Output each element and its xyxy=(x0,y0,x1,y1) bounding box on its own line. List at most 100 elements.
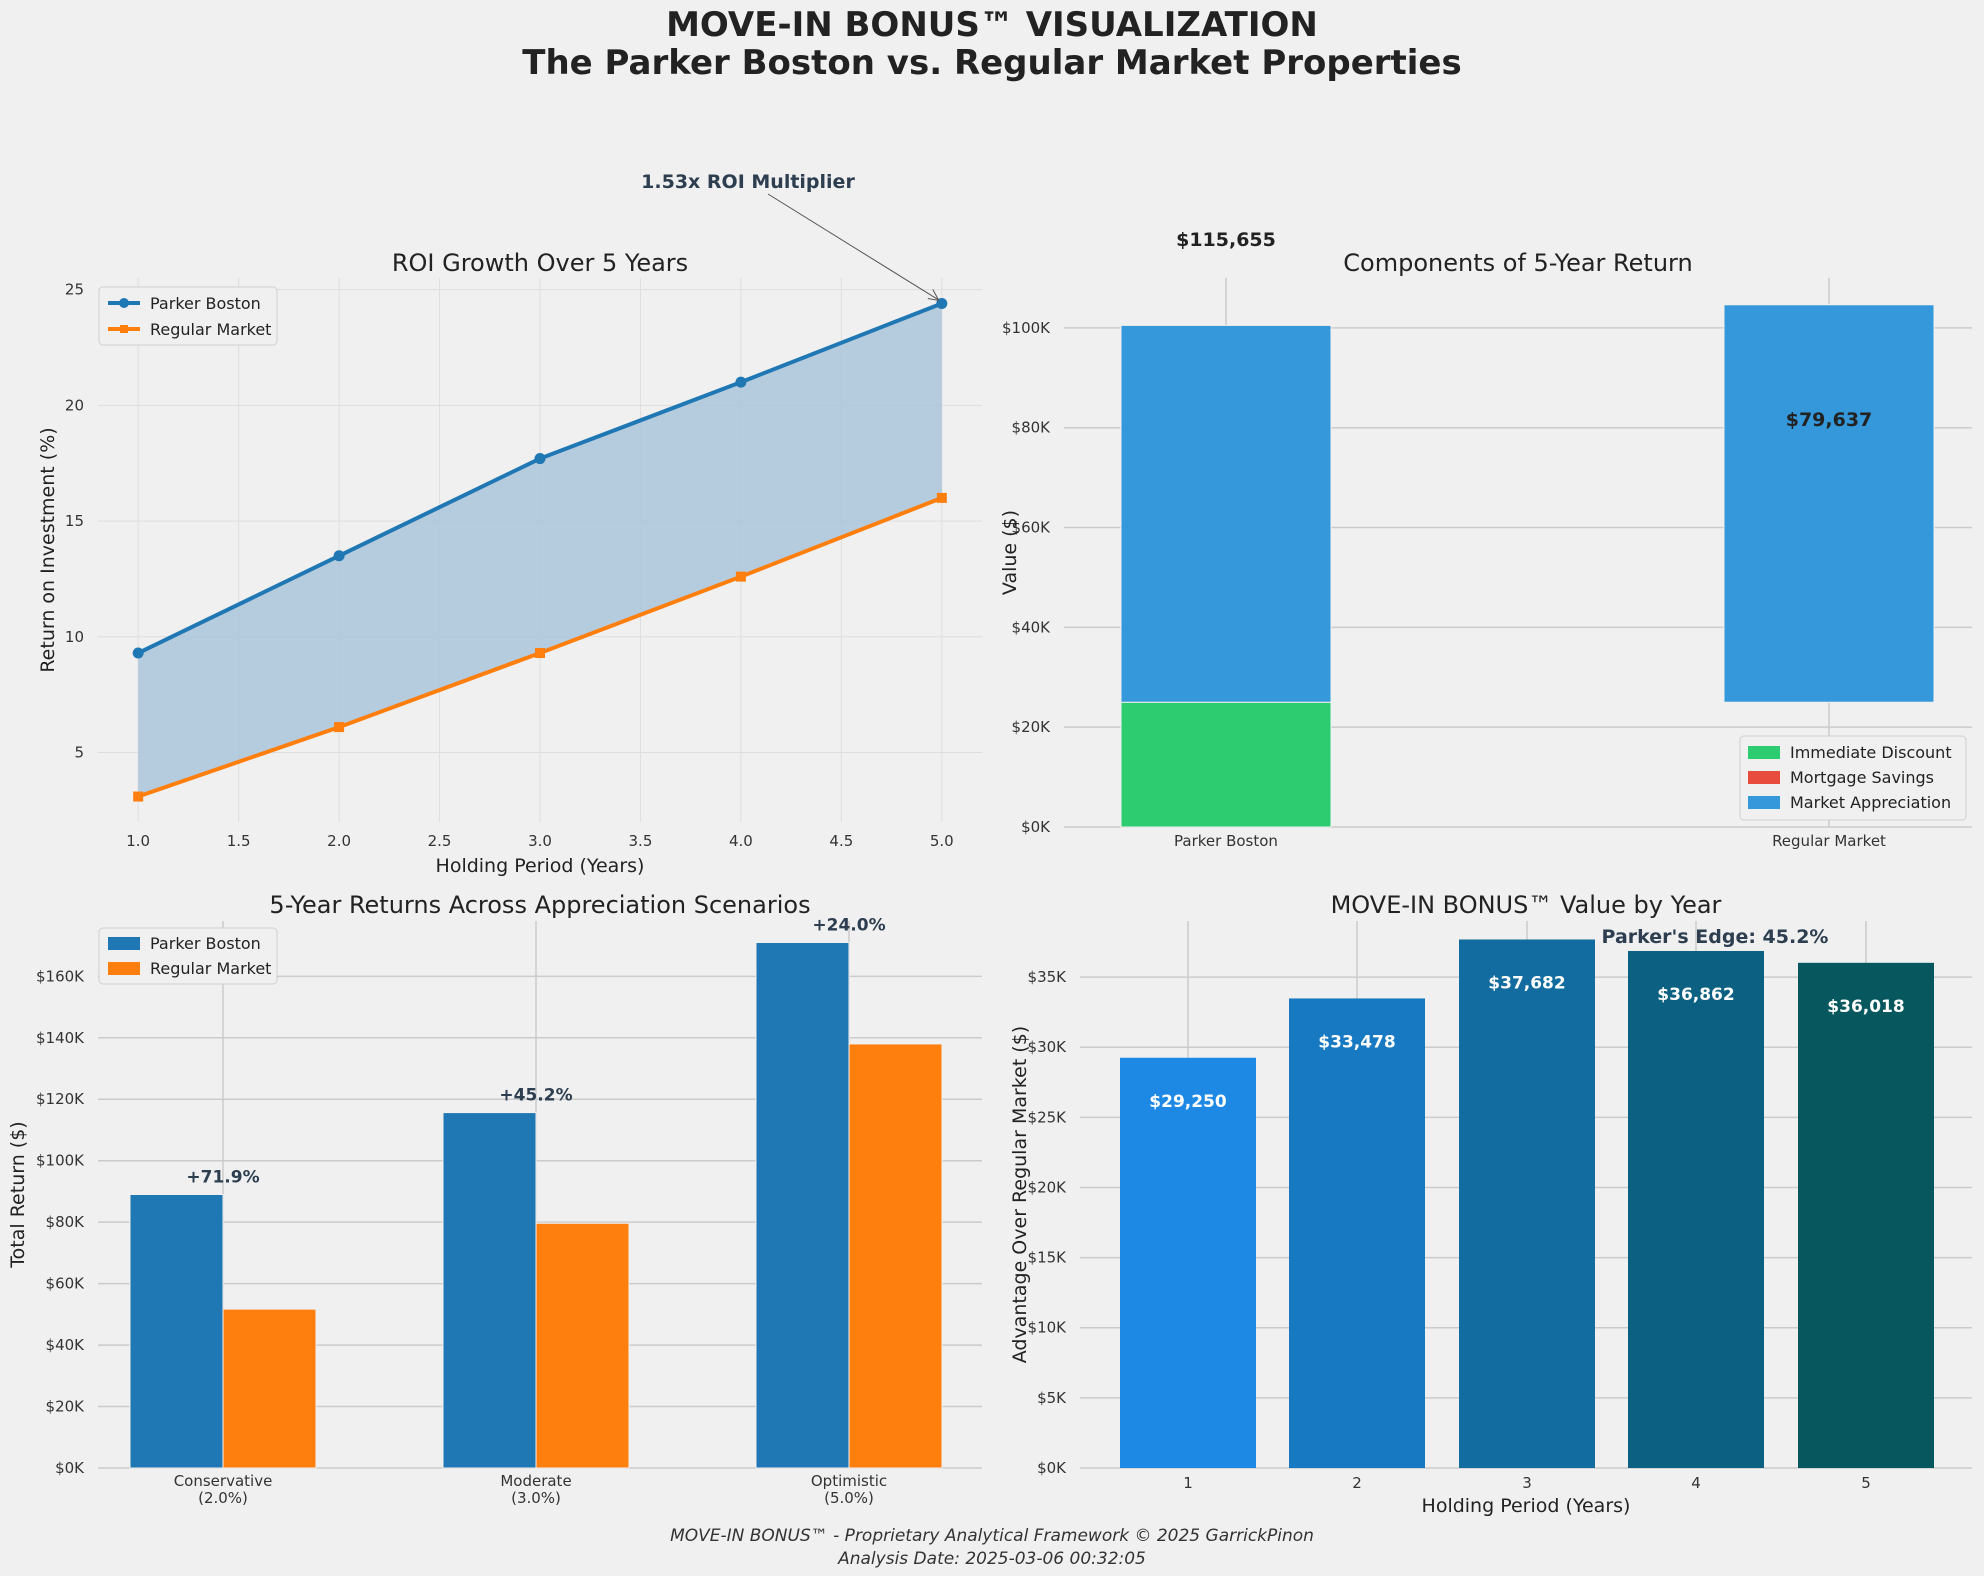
y-tick-label: $120K xyxy=(36,1090,85,1108)
y-tick-label: $80K xyxy=(46,1213,86,1231)
appreciation-scenarios-chart: $0K $20K $40K $60K $80K $100K $120K $140K $160K +… xyxy=(7,891,982,1507)
chart-title: 5-Year Returns Across Appreciation Scena… xyxy=(269,891,810,919)
legend-box xyxy=(98,286,278,346)
immediate-discount-segment xyxy=(1120,701,1332,828)
x-tick-label: 1.0 xyxy=(126,832,150,850)
y-axis-label: Value ($) xyxy=(999,510,1021,595)
parker-roi-point xyxy=(333,550,345,562)
chart-title: Components of 5-Year Return xyxy=(1343,249,1692,277)
y-tick-label: 15 xyxy=(65,512,84,530)
x-tick-label: 3.0 xyxy=(528,832,552,850)
y-tick-label: $80K xyxy=(1012,419,1052,437)
legend-label: Mortgage Savings xyxy=(1790,768,1934,787)
chart-title: ROI Growth Over 5 Years xyxy=(392,249,688,277)
bar-value-label: $33,478 xyxy=(1318,1032,1395,1052)
legend-swatch xyxy=(1748,746,1780,759)
y-tick-label: $100K xyxy=(36,1152,85,1170)
x-tick-label: Optimistic (5.0%) xyxy=(811,1472,887,1507)
bonus-value-by-year-chart: $0K $5K $10K $15K $20K $25K $30K $35K $29,250 1 $3… xyxy=(1009,891,1972,1517)
difference-label: +71.9% xyxy=(186,1168,259,1188)
legend-parker-marker xyxy=(119,298,129,308)
footer-line1: MOVE-IN BONUS™ - Proprietary Analytical … xyxy=(670,1526,1314,1546)
y-axis-label: Total Return ($) xyxy=(7,1121,29,1268)
y-tick-label: $10K xyxy=(1028,1319,1068,1337)
roi-multiplier-annotation: 1.53x ROI Multiplier xyxy=(641,171,855,193)
year-advantage-bar xyxy=(1798,962,1934,1468)
parker-total-label: $115,655 xyxy=(1176,229,1276,251)
footer-line2: Analysis Date: 2025-03-06 00:32:05 xyxy=(837,1549,1146,1569)
annotation-arrowhead xyxy=(927,289,940,302)
y-axis-label: Return on Investment (%) xyxy=(37,427,59,672)
regular-roi-point xyxy=(735,571,746,582)
x-tick-label: 1.5 xyxy=(227,832,251,850)
parker-roi-point xyxy=(534,453,546,465)
legend-label: Market Appreciation xyxy=(1790,793,1951,812)
regular-total-label: $79,637 xyxy=(1786,409,1873,431)
x-axis-label: Holding Period (Years) xyxy=(1422,1495,1631,1517)
legend-regular-swatch xyxy=(108,962,140,975)
x-tick-label: 3 xyxy=(1522,1474,1532,1492)
annotation-arrow-line xyxy=(767,193,939,300)
market-appreciation-segment xyxy=(1723,304,1935,703)
x-tick-label: Conservative (2.0%) xyxy=(174,1472,273,1507)
y-tick-label: 25 xyxy=(65,281,84,299)
regular-roi-point xyxy=(936,492,947,503)
year-advantage-bar xyxy=(1289,998,1425,1468)
legend-regular-label: Regular Market xyxy=(150,959,271,978)
parker-scenario-bar xyxy=(129,1194,224,1469)
regular-scenario-bar xyxy=(222,1308,317,1469)
x-tick-label: Parker Boston xyxy=(1174,832,1278,850)
y-tick-label: $20K xyxy=(46,1398,86,1416)
parker-scenario-bar xyxy=(755,942,850,1469)
figure-title-line1: MOVE-IN BONUS™ VISUALIZATION xyxy=(666,5,1318,45)
regular-roi-point xyxy=(133,791,144,802)
x-tick-label: 3.5 xyxy=(629,832,653,850)
difference-label: +24.0% xyxy=(812,916,885,936)
year-advantage-bar xyxy=(1628,950,1764,1468)
x-tick-label: 4.0 xyxy=(729,832,753,850)
y-tick-label: $15K xyxy=(1028,1249,1068,1267)
x-tick-label: 5 xyxy=(1861,1474,1871,1492)
legend-swatch xyxy=(1748,771,1780,784)
x-tick-label: 4.5 xyxy=(829,832,853,850)
legend-parker-label: Parker Boston xyxy=(150,934,261,953)
roi-growth-chart: 1.0 1.5 2.0 2.5 3.0 3.5 4.0 4.5 5.0 5 10 15 20 25 ROI … xyxy=(37,171,982,877)
legend-regular-label: Regular Market xyxy=(150,320,271,339)
legend-box xyxy=(1739,735,1967,821)
market-appreciation-segment xyxy=(1120,324,1332,703)
legend-box xyxy=(98,927,278,985)
parker-roi-point xyxy=(735,376,747,388)
regular-scenario-bar xyxy=(848,1043,943,1469)
y-tick-label: $160K xyxy=(36,967,85,985)
regular-scenario-bar xyxy=(535,1222,630,1469)
y-tick-label: $140K xyxy=(36,1029,85,1047)
x-tick-label: 5.0 xyxy=(930,832,954,850)
legend-parker-label: Parker Boston xyxy=(150,294,261,313)
y-axis-label: Advantage Over Regular Market ($) xyxy=(1009,1026,1031,1363)
bar-value-label: $36,862 xyxy=(1657,985,1734,1005)
x-tick-label: 4 xyxy=(1691,1474,1701,1492)
y-tick-label: $60K xyxy=(1012,519,1052,537)
y-tick-label: $25K xyxy=(1028,1108,1068,1126)
y-tick-label: $30K xyxy=(1028,1038,1068,1056)
x-tick-label: 2.5 xyxy=(428,832,452,850)
x-tick-label: 2.0 xyxy=(327,832,351,850)
x-tick-label: 1 xyxy=(1183,1474,1193,1492)
y-tick-label: 5 xyxy=(74,744,84,762)
legend-label: Immediate Discount xyxy=(1790,743,1952,762)
year-advantage-bar xyxy=(1459,939,1595,1468)
y-tick-label: $60K xyxy=(46,1275,86,1293)
chart-title: MOVE-IN BONUS™ Value by Year xyxy=(1331,891,1722,919)
regular-roi-point xyxy=(535,648,545,659)
bar-value-label: $36,018 xyxy=(1827,997,1904,1017)
roi-gap-area xyxy=(138,303,942,797)
legend-parker-swatch xyxy=(108,937,140,950)
parker-roi-point xyxy=(132,647,144,659)
x-tick-label: 2 xyxy=(1352,1474,1362,1492)
y-tick-label: $0K xyxy=(1037,1459,1067,1477)
bar-value-label: $37,682 xyxy=(1488,973,1565,993)
y-tick-label: $100K xyxy=(1002,319,1051,337)
x-tick-label: Moderate (3.0%) xyxy=(500,1472,571,1507)
difference-label: +45.2% xyxy=(499,1086,572,1106)
